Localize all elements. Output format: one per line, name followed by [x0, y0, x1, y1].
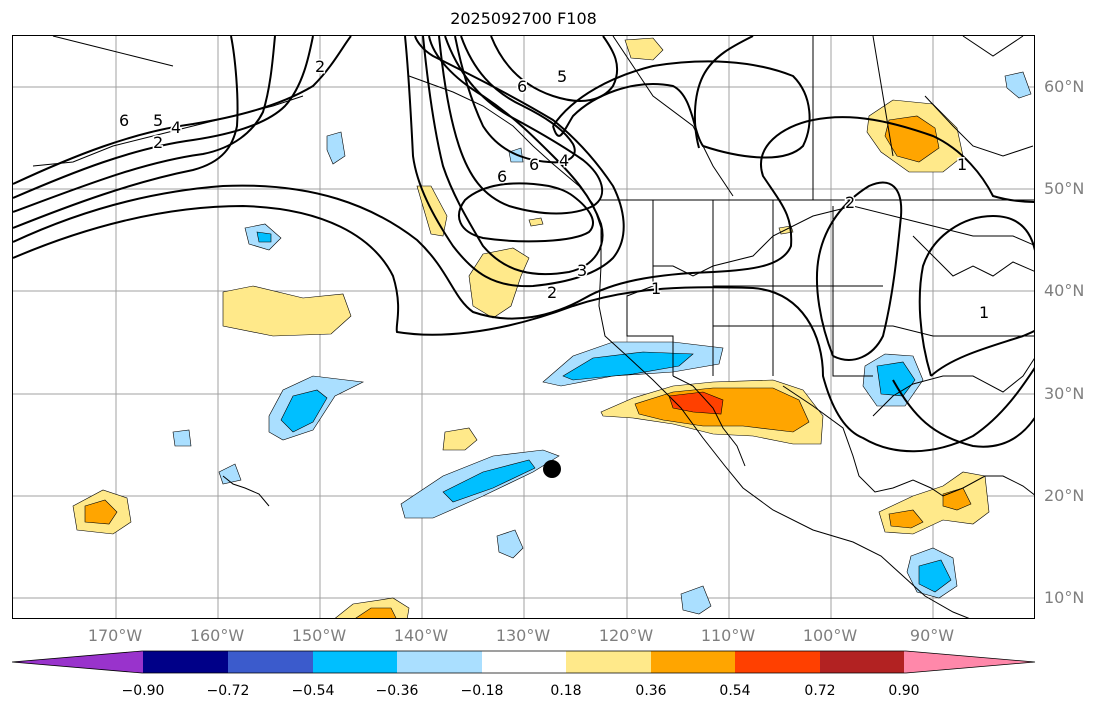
colorbar — [12, 650, 1036, 674]
colorbar-segment — [143, 651, 229, 673]
moderate-positive-anomaly-region — [888, 509, 924, 529]
colorbar-tick-label: 0.72 — [804, 683, 836, 699]
colorbar-segment — [820, 651, 905, 673]
colorbar-segment — [735, 651, 821, 673]
colorbar-tick-label: 0.18 — [550, 683, 582, 699]
positive-anomaly-region — [222, 285, 352, 337]
contour-label: 1 — [957, 155, 967, 174]
strong-positive-anomaly-region — [668, 391, 724, 415]
contour-label: 1 — [979, 303, 989, 322]
moderate-positive-anomaly-region — [884, 115, 940, 163]
map-frame: 6 5 4 2 6 5 6 4 6 2 3 2 1 1 2 1 — [12, 35, 1035, 619]
contour-label-group: 6 5 4 2 6 5 6 4 6 2 3 2 1 1 2 1 — [118, 56, 991, 324]
anomaly-shading — [72, 37, 1032, 618]
positive-anomaly-region — [442, 427, 478, 451]
colorbar-segment — [482, 651, 567, 673]
positive-anomaly-region — [624, 37, 664, 61]
latitude-label-20n: 20°N — [1044, 486, 1085, 505]
longitude-label-140w: 140°W — [393, 626, 449, 645]
contour-label: 4 — [171, 118, 181, 137]
map-canvas: 6 5 4 2 6 5 6 4 6 2 3 2 1 1 2 1 — [13, 36, 1034, 618]
longitude-label-130w: 130°W — [495, 626, 551, 645]
moderate-positive-anomaly-region — [84, 499, 118, 525]
negative-anomaly-region — [680, 585, 712, 615]
contour-label: 2 — [845, 193, 855, 212]
colorbar-segment — [397, 651, 483, 673]
contour-label: 2 — [315, 57, 325, 76]
colorbar-tick-label: −0.72 — [206, 683, 250, 699]
contour-label: 5 — [153, 111, 163, 130]
colorbar-tick-label: −0.18 — [460, 683, 504, 699]
negative-anomaly-region — [1004, 71, 1032, 99]
colorbar-tick-label: −0.36 — [375, 683, 419, 699]
negative-anomaly-region — [326, 131, 346, 165]
colorbar-tick-label: 0.36 — [635, 683, 667, 699]
contour-label: 6 — [517, 77, 527, 96]
longitude-label-100w: 100°W — [802, 626, 858, 645]
contour-label: 5 — [557, 67, 567, 86]
contour-label: 4 — [559, 151, 569, 170]
contour-label: 2 — [153, 133, 163, 152]
negative-anomaly-region — [496, 529, 524, 559]
negative-anomaly-region — [172, 429, 192, 447]
positive-anomaly-region — [528, 217, 544, 227]
colorbar-tick-label: 0.90 — [888, 683, 920, 699]
latitude-label-50n: 50°N — [1044, 179, 1085, 198]
colorbar-extend-high — [904, 651, 1035, 673]
longitude-label-110w: 110°W — [700, 626, 756, 645]
longitude-label-120w: 120°W — [598, 626, 654, 645]
colorbar-segment — [313, 651, 398, 673]
latitude-label-30n: 30°N — [1044, 384, 1085, 403]
colorbar-segment — [228, 651, 314, 673]
latitude-label-60n: 60°N — [1044, 77, 1085, 96]
storm-position-dot — [543, 460, 561, 478]
negative-anomaly-region — [218, 463, 242, 485]
latitude-label-40n: 40°N — [1044, 281, 1085, 300]
longitude-label-90w: 90°W — [909, 626, 955, 645]
contour-label: 1 — [651, 279, 661, 298]
colorbar-tick-label: 0.54 — [719, 683, 751, 699]
colorbar-segments — [12, 651, 1035, 673]
moderate-negative-anomaly-region — [562, 351, 694, 381]
contour-label: 3 — [577, 261, 587, 280]
contour-label: 6 — [119, 111, 129, 130]
moderate-negative-anomaly-region — [876, 361, 916, 397]
colorbar-extend-low — [12, 651, 143, 673]
latitude-label-10n: 10°N — [1044, 588, 1085, 607]
moderate-negative-anomaly-region — [442, 459, 536, 503]
colorbar-tick-label: −0.90 — [121, 683, 165, 699]
colorbar-segment — [566, 651, 652, 673]
height-contours — [13, 36, 1034, 453]
colorbar-segment — [651, 651, 736, 673]
page-title: 2025092700 F108 — [450, 9, 597, 28]
longitude-label-170w: 170°W — [87, 626, 143, 645]
moderate-negative-anomaly-region — [918, 559, 952, 593]
contour-label: 6 — [497, 167, 507, 186]
moderate-negative-anomaly-region — [256, 231, 272, 243]
moderate-positive-anomaly-region — [355, 607, 397, 618]
contour-label: 2 — [547, 283, 557, 302]
longitude-label-150w: 150°W — [291, 626, 347, 645]
colorbar-tick-label: −0.54 — [291, 683, 335, 699]
moderate-negative-anomaly-region — [280, 389, 328, 433]
contour-label: 6 — [529, 155, 539, 174]
gridlines — [13, 36, 1034, 618]
longitude-label-160w: 160°W — [189, 626, 245, 645]
